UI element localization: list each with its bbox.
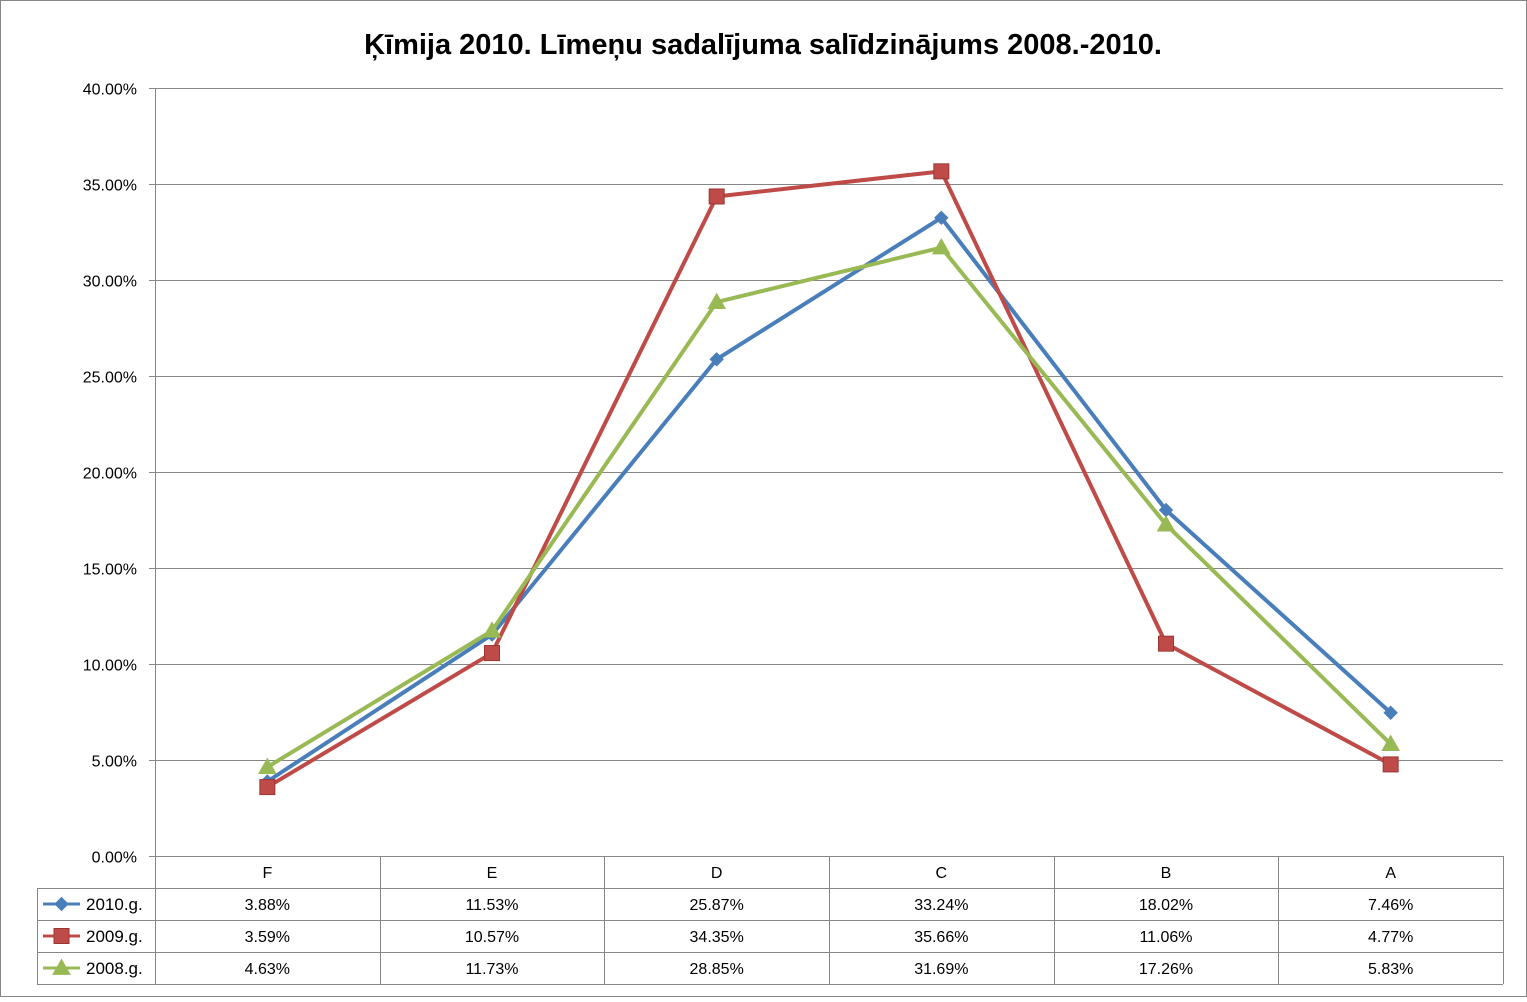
data-label: 3.88%: [245, 897, 290, 914]
x-category-label: C: [936, 865, 948, 882]
legend-marker: [54, 896, 69, 912]
data-point: [708, 188, 725, 205]
y-tick-label: 0.00%: [92, 850, 137, 867]
y-tick-label: 5.00%: [92, 754, 137, 771]
data-point: [484, 645, 500, 662]
data-label: 18.02%: [1139, 897, 1193, 914]
legend-label: 2010.g.: [86, 895, 143, 914]
data-label: 28.85%: [690, 961, 744, 978]
chart-title: Ķīmija 2010. Līmeņu sadalījuma salīdzinā…: [364, 29, 1162, 61]
data-label: 17.26%: [1139, 961, 1193, 978]
series-line: [265, 169, 1393, 790]
data-label: 4.77%: [1368, 929, 1413, 946]
data-point: [257, 757, 277, 774]
x-category-label: F: [262, 865, 272, 882]
data-label: 5.83%: [1368, 961, 1413, 978]
data-point: [709, 352, 724, 367]
legend-label: 2008.g.: [86, 959, 143, 978]
axes: 0.00% 5.00% 10.00% 15.00% 20.00% 25.00% 30.00%…: [83, 82, 156, 867]
x-category-label: D: [711, 865, 723, 882]
x-category-label: A: [1385, 865, 1396, 882]
data-label: 11.73%: [465, 961, 518, 978]
data-table: F E D C B A 2010.g. 3.88% 11.53% 25.87% 33.24% 18.0…: [37, 856, 1504, 985]
gridlines: [155, 88, 1503, 761]
data-label: 4.63%: [245, 961, 290, 978]
data-point: [1382, 756, 1399, 773]
data-label: 11.53%: [465, 897, 518, 914]
series-lines: [257, 163, 1401, 796]
y-tick-label: 20.00%: [83, 466, 137, 483]
data-point: [1381, 734, 1401, 751]
data-point: [707, 292, 727, 309]
data-label: 33.24%: [914, 897, 968, 914]
x-category-label: E: [487, 865, 498, 882]
data-label: 35.66%: [914, 929, 968, 946]
data-label: 3.59%: [245, 929, 290, 946]
legend-label: 2009.g.: [86, 927, 143, 946]
series-2: [257, 238, 1401, 774]
data-label: 34.35%: [690, 929, 744, 946]
series-line: [265, 245, 1393, 770]
y-tick-label: 30.00%: [83, 274, 137, 291]
data-point: [931, 238, 951, 255]
series-line: [265, 215, 1393, 784]
y-tick-label: 15.00%: [83, 562, 137, 579]
series-1: [259, 163, 1399, 796]
data-label: 25.87%: [690, 897, 744, 914]
y-tick-label: 10.00%: [83, 658, 137, 675]
data-label: 11.06%: [1139, 929, 1192, 946]
data-label: 10.57%: [465, 929, 519, 946]
data-point: [1383, 705, 1398, 720]
y-tick-label: 40.00%: [83, 82, 137, 99]
data-point: [934, 210, 949, 225]
legend-marker: [52, 958, 71, 975]
y-tick-label: 25.00%: [83, 370, 137, 387]
data-point: [259, 779, 276, 796]
y-tick-label: 35.00%: [83, 178, 137, 195]
data-point: [1158, 635, 1174, 652]
data-label: 7.46%: [1368, 897, 1413, 914]
data-label: 31.69%: [914, 961, 968, 978]
legend-marker: [53, 928, 70, 944]
data-point: [933, 163, 950, 180]
x-category-label: B: [1161, 865, 1172, 882]
data-point: [1156, 515, 1176, 532]
data-point: [482, 621, 502, 638]
